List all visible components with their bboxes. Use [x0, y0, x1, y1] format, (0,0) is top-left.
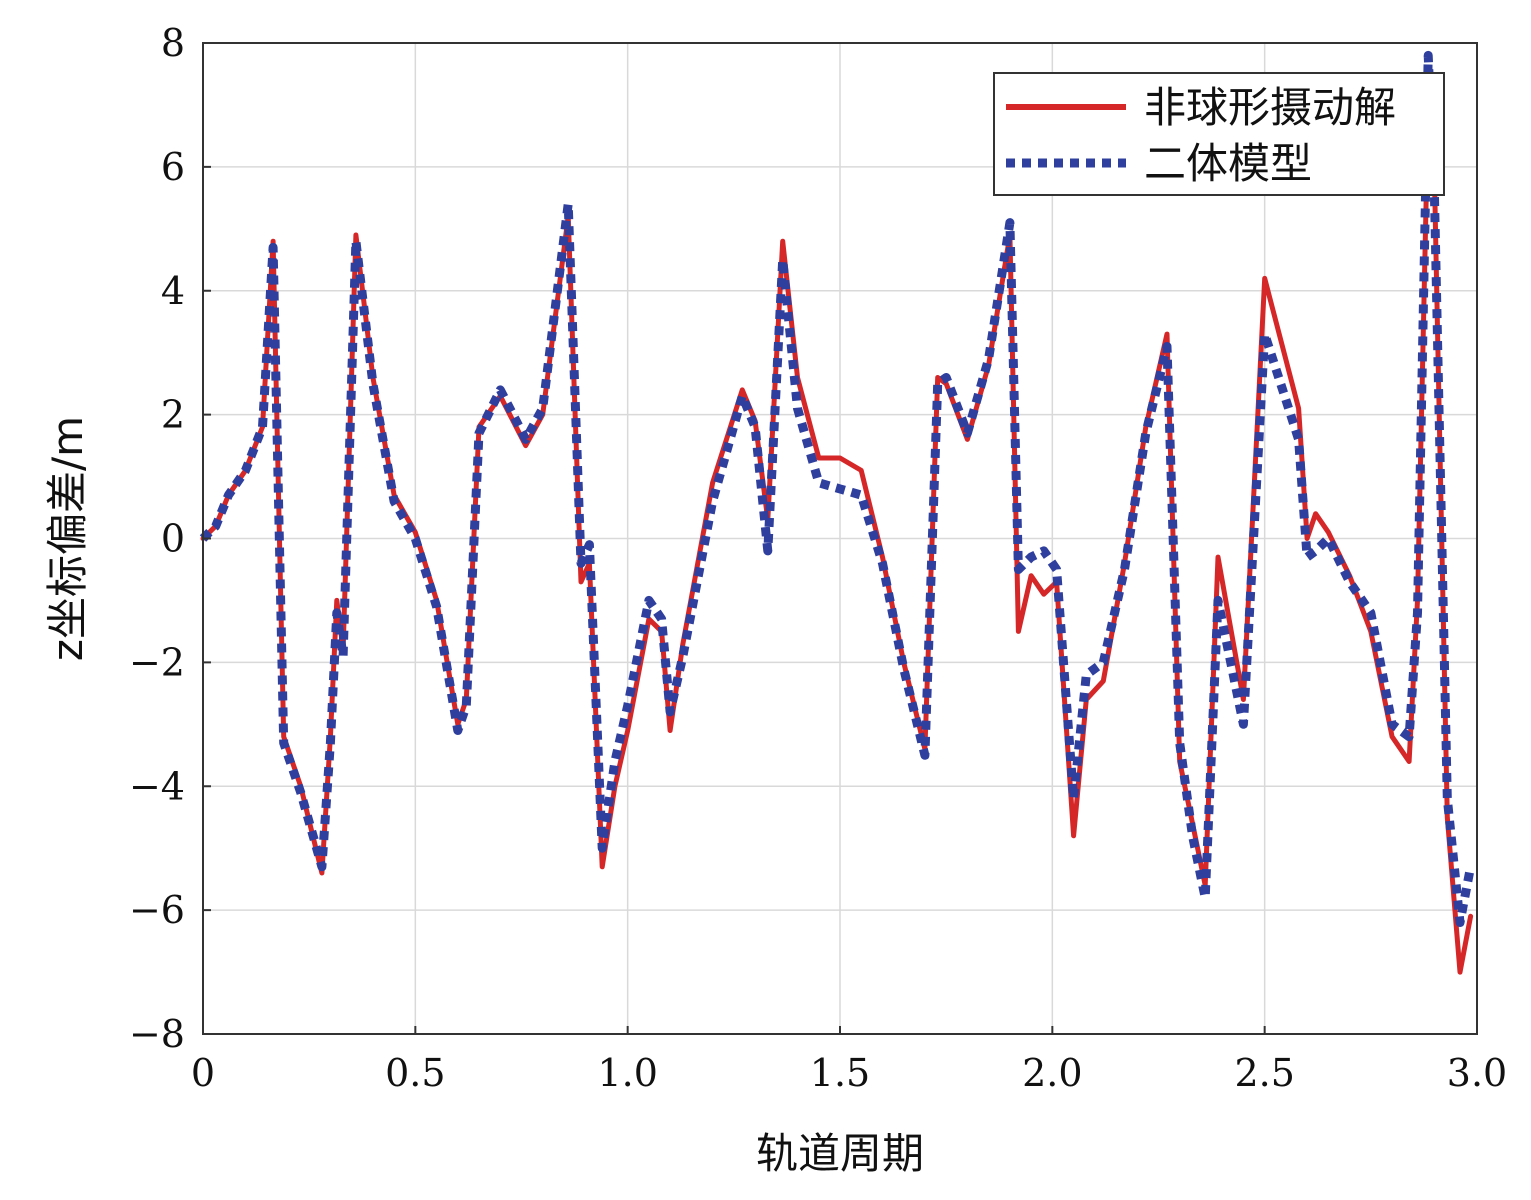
legend-label-series-0: 非球形摄动解: [1144, 83, 1396, 132]
x-tick-label: 3.0: [1447, 1051, 1507, 1095]
x-tick-label: 0: [191, 1051, 215, 1095]
legend-label-series-1: 二体模型: [1144, 139, 1312, 188]
y-tick-label: −2: [129, 640, 185, 684]
y-tick-label: −4: [129, 764, 185, 808]
x-tick-label: 2.0: [1022, 1051, 1082, 1095]
y-tick-label: −6: [129, 888, 185, 932]
x-tick-label: 2.5: [1234, 1051, 1294, 1095]
ticks: 0 0.5 1.0 1.5 2.0 2.5 3.0 −8 −6 −4 −2 0 2 4 6 8: [129, 21, 1507, 1095]
y-tick-label: 8: [161, 21, 185, 65]
x-tick-label: 0.5: [385, 1051, 445, 1095]
series-line-0: [200, 102, 1474, 975]
y-tick-label: 4: [161, 269, 185, 313]
x-axis-title: 轨道周期: [756, 1129, 924, 1178]
series-group: [199, 50, 1476, 975]
y-tick-label: −8: [129, 1012, 185, 1056]
x-tick-label: 1.0: [597, 1051, 657, 1095]
y-tick-label: 6: [161, 145, 185, 189]
y-axis-title: z坐标偏差/m: [43, 416, 92, 661]
y-tick-label: 0: [161, 517, 185, 561]
legend-box: [993, 72, 1445, 196]
y-tick-label: 2: [161, 393, 185, 437]
series-line-1: [199, 50, 1476, 927]
x-tick-label: 1.5: [810, 1051, 870, 1095]
legend: 非球形摄动解 二体模型: [993, 72, 1445, 196]
